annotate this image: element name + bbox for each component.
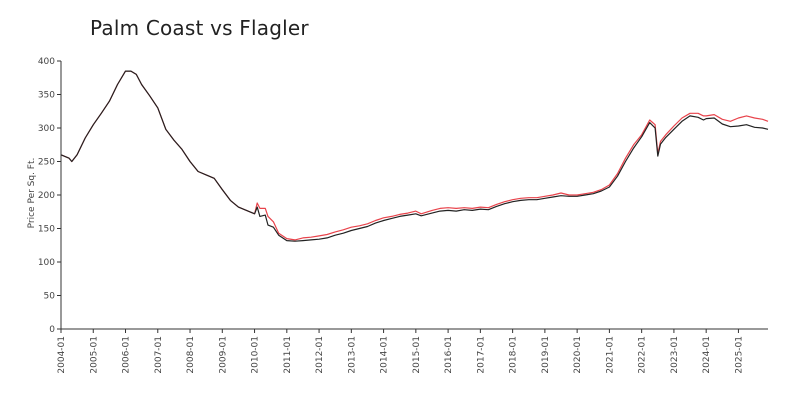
y-tick-label: 50 [44, 292, 56, 302]
x-tick-label: 2010-01 [251, 336, 261, 374]
y-tick-label: 300 [38, 124, 55, 134]
x-tick-label: 2016-01 [444, 336, 454, 374]
y-tick-label: 0 [49, 325, 55, 335]
series-line-2 [60, 70, 769, 242]
x-tick-label: 2020-01 [573, 336, 583, 374]
x-tick-label: 2012-01 [315, 336, 325, 374]
x-tick-label: 2009-01 [218, 336, 228, 374]
x-tick-label: 2004-01 [57, 336, 67, 374]
x-tick-label: 2022-01 [638, 336, 648, 374]
y-tick-label: 250 [38, 158, 55, 168]
x-tick-label: 2018-01 [509, 336, 519, 374]
y-axis-ticks: 0 50 100 150 200 250 300 350 400 [38, 57, 61, 335]
x-tick-label: 2021-01 [605, 336, 615, 374]
x-axis-ticks: 2004-01 2005-01 2006-01 2007-01 2008-01 2009-… [57, 329, 744, 374]
series-lines [60, 70, 769, 242]
x-tick-label: 2013-01 [347, 336, 357, 374]
x-tick-label: 2006-01 [122, 336, 132, 374]
y-tick-label: 350 [38, 91, 55, 101]
x-tick-label: 2008-01 [186, 336, 196, 374]
x-tick-label: 2005-01 [89, 336, 99, 374]
x-tick-label: 2019-01 [541, 336, 551, 374]
y-axis-label: Price Per Sq. Ft. [27, 158, 37, 229]
y-tick-label: 200 [38, 191, 55, 201]
x-tick-label: 2011-01 [283, 336, 293, 374]
x-tick-label: 2024-01 [702, 336, 712, 374]
x-tick-label: 2007-01 [154, 336, 164, 374]
y-tick-label: 150 [38, 225, 55, 235]
x-tick-label: 2017-01 [476, 336, 486, 374]
x-tick-label: 2015-01 [412, 336, 422, 374]
x-tick-label: 2025-01 [734, 336, 744, 374]
y-tick-label: 100 [38, 258, 55, 268]
chart-title: Palm Coast vs Flagler [90, 16, 309, 40]
x-tick-label: 2023-01 [670, 336, 680, 374]
y-tick-label: 400 [38, 57, 55, 67]
x-tick-label: 2014-01 [380, 336, 390, 374]
